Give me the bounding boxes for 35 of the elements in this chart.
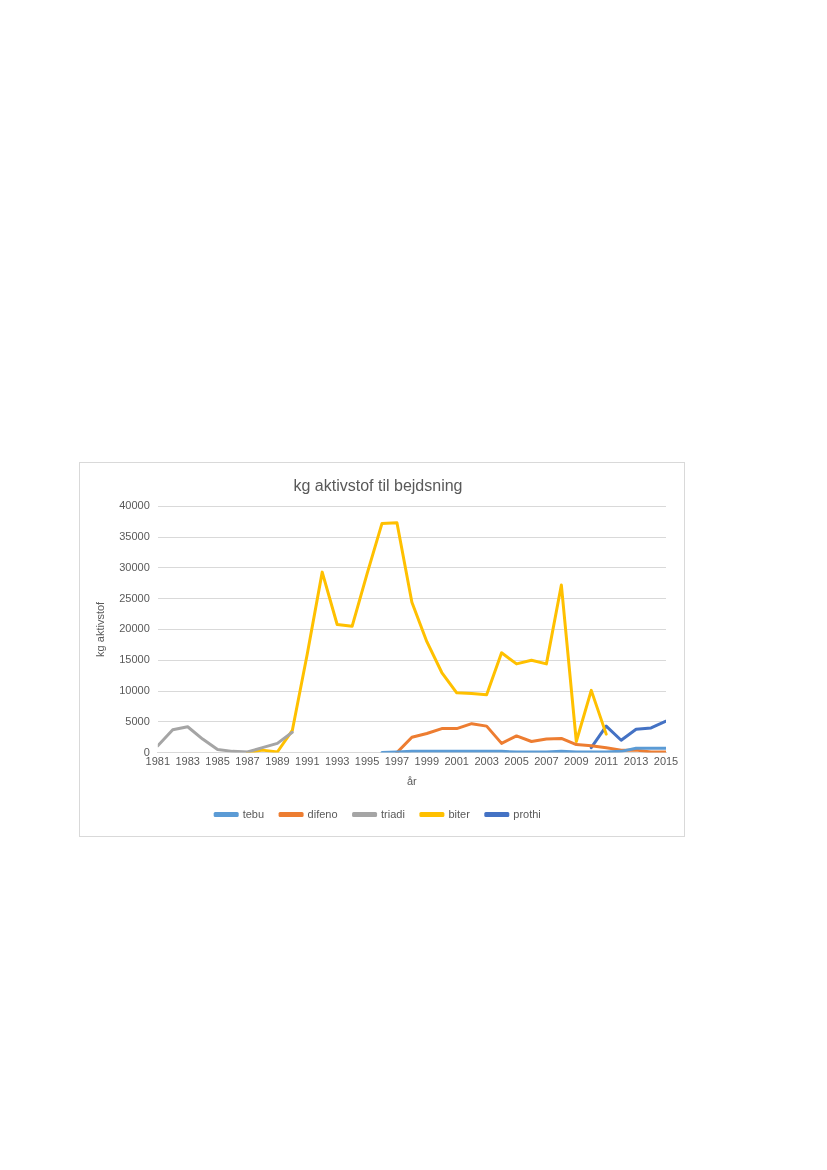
x-tick-label: 1981 bbox=[145, 755, 171, 768]
legend-label: difeno bbox=[307, 807, 338, 820]
x-tick-label: 1991 bbox=[295, 755, 320, 768]
x-tick-label: 2013 bbox=[623, 755, 649, 768]
x-tick-label: 1987 bbox=[235, 755, 260, 768]
x-tick-label: 2007 bbox=[534, 755, 559, 768]
legend-label: prothi bbox=[513, 807, 541, 820]
y-tick-label: 5000 bbox=[125, 714, 150, 727]
x-tick-label: 2005 bbox=[504, 755, 529, 768]
y-axis-title: kg aktivstof bbox=[93, 600, 106, 657]
y-tick-label: 30000 bbox=[119, 560, 150, 573]
y-tick-label: 40000 bbox=[119, 499, 150, 512]
x-tick-label: 2011 bbox=[594, 755, 619, 768]
x-tick-label: 2009 bbox=[564, 755, 589, 768]
legend-label: biter bbox=[448, 807, 471, 820]
x-tick-label: 1993 bbox=[324, 755, 350, 768]
y-tick-label: 15000 bbox=[119, 653, 150, 666]
x-tick-label: 2003 bbox=[474, 755, 499, 768]
x-tick-label: 1989 bbox=[265, 755, 290, 768]
y-tick-label: 0 bbox=[143, 745, 150, 758]
legend-label: triadi bbox=[381, 807, 405, 820]
y-tick-label: 10000 bbox=[119, 684, 150, 697]
x-tick-label: 1985 bbox=[205, 755, 230, 768]
x-tick-label: 1995 bbox=[354, 755, 380, 768]
y-tick-label: 35000 bbox=[119, 530, 150, 543]
legend-label: tebu bbox=[242, 807, 265, 820]
x-axis-title: år bbox=[407, 775, 418, 788]
x-tick-label: 2015 bbox=[653, 755, 679, 768]
x-tick-label: 1997 bbox=[384, 755, 410, 768]
x-tick-label: 2001 bbox=[444, 755, 469, 768]
chart-title: kg aktivstof til bejdsning bbox=[293, 477, 463, 495]
y-tick-label: 25000 bbox=[119, 591, 150, 604]
x-tick-label: 1999 bbox=[414, 755, 440, 768]
x-tick-label: 1983 bbox=[175, 755, 200, 768]
y-tick-label: 20000 bbox=[119, 622, 150, 635]
